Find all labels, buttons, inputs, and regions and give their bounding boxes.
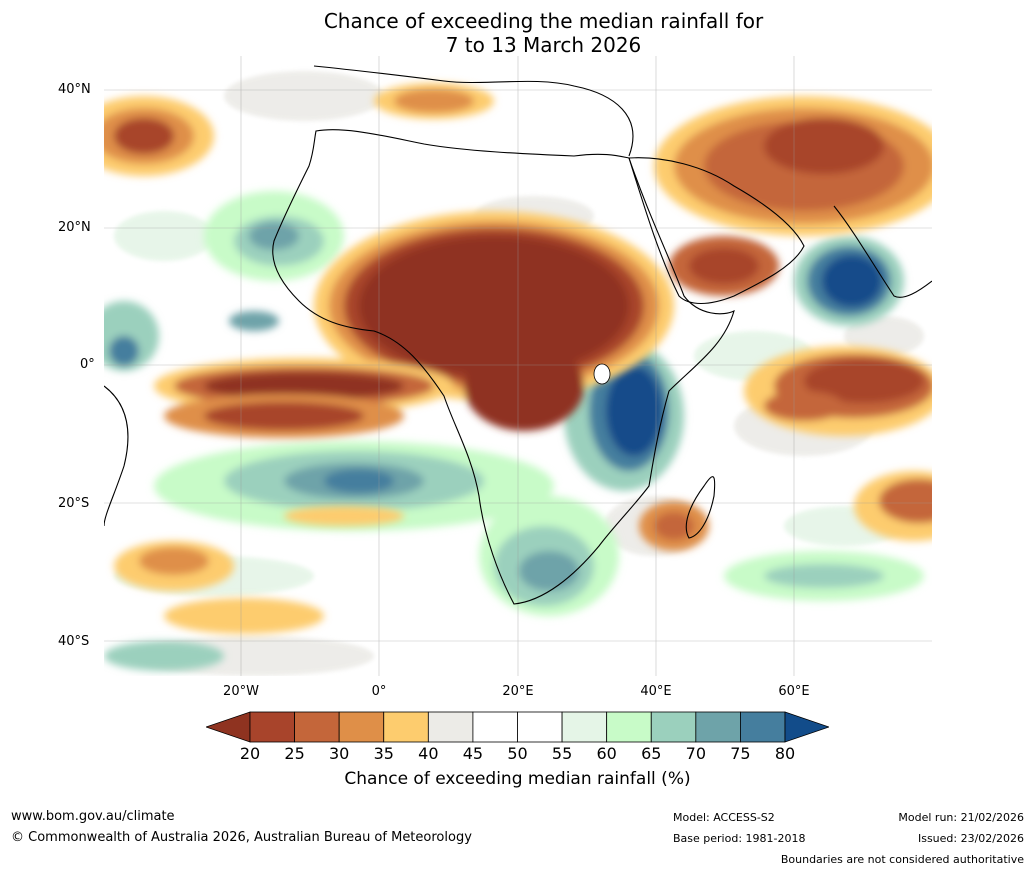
lake-victoria	[593, 363, 611, 385]
colorbar-bin	[517, 711, 563, 743]
lakes	[593, 363, 611, 385]
colorbar-bin	[650, 711, 697, 743]
footer-issued: Issued: 23/02/2026	[917, 832, 1024, 845]
europe-coastline	[313, 65, 634, 157]
colorbar-tick-label: 60	[596, 744, 617, 763]
lat-label-20s: 20°S	[58, 496, 90, 511]
colorbar-tick-label: 35	[373, 744, 394, 763]
india-coastline	[833, 205, 932, 298]
colorbar-tick-label: 70	[685, 744, 706, 763]
map-canvas	[104, 56, 932, 676]
colorbar-bin	[294, 711, 340, 743]
footer-base-period: Base period: 1981-2018	[673, 832, 806, 845]
coastlines	[104, 65, 932, 605]
legend-title: Chance of exceeding median rainfall (%)	[344, 769, 691, 789]
colorbar-bin	[606, 711, 652, 743]
lat-label-40n: 40°N	[58, 82, 91, 97]
colorbar-bin	[561, 711, 608, 743]
colorbar-bin	[249, 711, 295, 743]
lon-label-60e: 60°E	[778, 684, 810, 699]
arabia-coastline	[628, 157, 805, 305]
colorbar-tick-label: 40	[418, 744, 439, 763]
lon-label-40e: 40°E	[640, 684, 672, 699]
lat-label-20n: 20°N	[58, 220, 91, 235]
legend-colorbar	[206, 711, 829, 743]
colorbar-tick-label: 80	[774, 744, 796, 763]
colorbar-bin	[338, 711, 385, 743]
colorbar-tick-label: 45	[462, 744, 484, 763]
footer-copyright: © Commonwealth of Australia 2026, Austra…	[11, 830, 472, 845]
colorbar-bin	[472, 711, 518, 743]
colorbar-extend-high	[784, 711, 829, 743]
colorbar-extend-low	[206, 711, 251, 743]
colorbar-bin	[695, 711, 741, 743]
colorbar-tick-label: 65	[641, 744, 662, 763]
footer-disclaimer: Boundaries are not considered authoritat…	[780, 853, 1024, 866]
dry-anomalies	[104, 83, 932, 634]
colorbar-tick-label: 75	[730, 744, 751, 763]
lat-label-equator: 0°	[80, 357, 95, 372]
colorbar-tick-label: 20	[239, 744, 261, 763]
title-line-1: Chance of exceeding the median rainfall …	[323, 9, 764, 33]
madagascar-coastline	[685, 476, 716, 539]
lon-label-0: 0°	[371, 684, 387, 699]
colorbar-tick-label: 50	[507, 744, 528, 763]
graticule	[104, 56, 932, 676]
africa-coastline	[272, 129, 735, 605]
colorbar-tick-label: 25	[284, 744, 305, 763]
title-line-2: 7 to 13 March 2026	[445, 33, 642, 57]
colorbar-tick-label: 30	[328, 744, 350, 763]
colorbar-bin	[740, 711, 786, 743]
footer-website: www.bom.gov.au/climate	[11, 809, 175, 824]
lon-label-20w: 20°W	[223, 684, 259, 699]
colorbar-bin	[383, 711, 429, 743]
lat-label-40s: 40°S	[58, 634, 90, 649]
rainfall-map	[104, 56, 932, 676]
chart-title: Chance of exceeding the median rainfall …	[0, 9, 1035, 57]
south-america-coastline	[104, 385, 129, 527]
footer-model: Model: ACCESS-S2	[673, 811, 775, 824]
colorbar-bin	[427, 711, 474, 743]
colorbar-tick-label: 55	[551, 744, 573, 763]
lon-label-20e: 20°E	[502, 684, 534, 699]
footer-model-run: Model run: 21/02/2026	[898, 811, 1024, 824]
